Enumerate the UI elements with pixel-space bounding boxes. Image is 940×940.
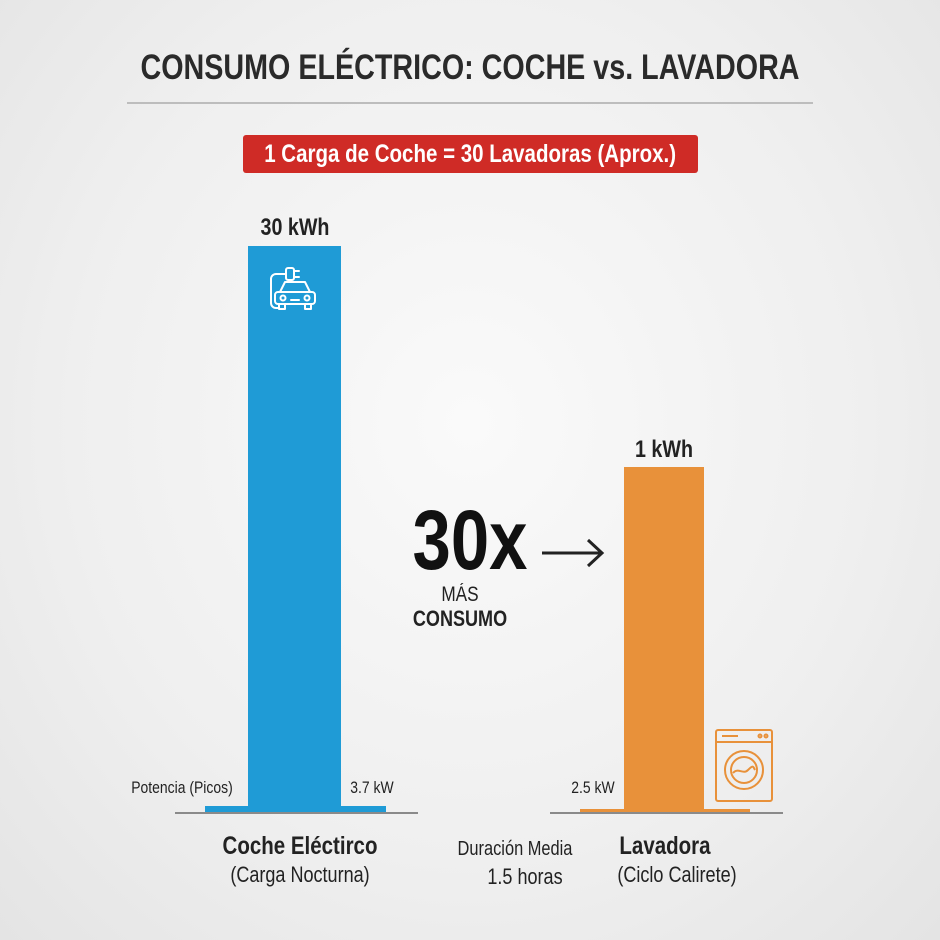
bar-car xyxy=(248,246,341,812)
car-peak-power-label: 3.7 kW xyxy=(350,778,394,797)
multiplier-line1: MÁS xyxy=(441,583,479,606)
electric-car-plug-icon xyxy=(270,267,316,310)
chart-title: CONSUMO ELÉCTRICO: COCHE vs. LAVADORA xyxy=(140,48,800,87)
washer-peak-power-label: 2.5 kW xyxy=(571,778,615,797)
washer-category-label: Lavadora xyxy=(619,832,711,860)
power-label: Potencia (Picos) xyxy=(131,778,233,797)
comparison-banner: 1 Carga de Coche = 30 Lavadoras (Aprox.) xyxy=(243,135,698,173)
multiplier-line2: CONSUMO xyxy=(412,606,508,631)
duration-label: Duración Media xyxy=(457,838,573,860)
washer-baseline xyxy=(550,812,783,814)
arrow-right-icon xyxy=(542,538,605,568)
car-peak-power-strip xyxy=(205,806,386,812)
bar-washer xyxy=(624,467,704,812)
washer-peak-power-strip xyxy=(580,809,750,812)
duration-value: 1.5 horas xyxy=(487,864,563,889)
car-value-label: 30 kWh xyxy=(260,214,330,241)
multiplier-value: 30x xyxy=(412,493,528,587)
washer-value-label: 1 kWh xyxy=(635,436,693,463)
banner-text: 1 Carga de Coche = 30 Lavadoras (Aprox.) xyxy=(264,139,677,168)
washer-category-subtitle: (Ciclo Calirete) xyxy=(617,862,737,887)
car-category-label: Coche Eléctirco xyxy=(222,832,378,860)
car-category-subtitle: (Carga Nocturna) xyxy=(230,862,370,887)
car-baseline xyxy=(175,812,418,814)
washing-machine-icon xyxy=(715,729,773,802)
title-divider xyxy=(127,102,813,104)
